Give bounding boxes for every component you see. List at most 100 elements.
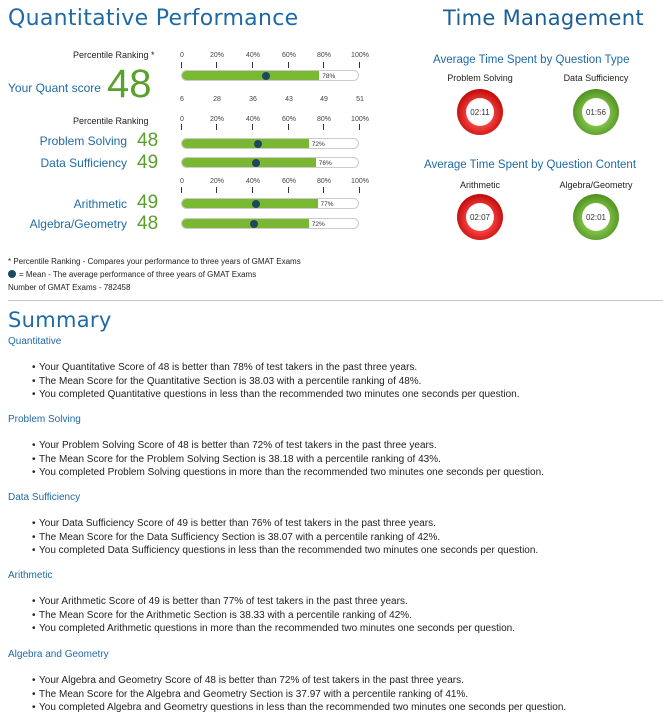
summary-bullet: Your Quantitative Score of 48 is better … bbox=[32, 361, 519, 375]
tick-mark bbox=[252, 124, 253, 130]
summary-problem-solving: Problem Solving Your Problem Solving Sco… bbox=[8, 414, 544, 480]
ps-label: Problem Solving bbox=[39, 134, 127, 148]
summary-bullet: Your Arithmetic Score of 49 is better th… bbox=[32, 595, 515, 609]
time-value: 02:07 bbox=[466, 203, 494, 231]
summary-bullet: You completed Problem Solving questions … bbox=[32, 466, 544, 480]
tick-label: 60% bbox=[281, 52, 296, 59]
tick-label: 0 bbox=[180, 116, 184, 123]
time-item-label: Algebra/Geometry bbox=[559, 180, 633, 190]
tick-mark bbox=[359, 62, 360, 68]
arithmetic-score: 49 bbox=[137, 192, 159, 213]
summary-algebra-geometry: Algebra and Geometry Your Algebra and Ge… bbox=[8, 649, 566, 715]
summary-bullet: The Mean Score for the Problem Solving S… bbox=[32, 453, 544, 467]
summary-title: Summary bbox=[8, 308, 112, 332]
score-tick-label: 49 bbox=[320, 96, 328, 103]
quant-score-value: 48 bbox=[107, 62, 152, 106]
summary-bullet: The Mean Score for the Quantitative Sect… bbox=[32, 375, 519, 389]
footnote-mean: = Mean - The average performance of thre… bbox=[19, 270, 257, 279]
score-tick-label: 36 bbox=[249, 96, 257, 103]
algebra-geometry-score: 48 bbox=[137, 213, 159, 234]
tick-label: 20% bbox=[209, 52, 224, 59]
ds-percentile-fill bbox=[182, 158, 316, 167]
tick-mark bbox=[216, 187, 217, 193]
summary-bullet: The Mean Score for the Arithmetic Sectio… bbox=[32, 609, 515, 623]
tick-label: 40% bbox=[245, 178, 260, 185]
arithmetic-percentile-fill bbox=[182, 199, 318, 208]
time-by-type-title: Average Time Spent by Question Type bbox=[433, 54, 630, 66]
time-gauge-problem-solving: 02:11 bbox=[457, 89, 503, 135]
ds-label: Data Sufficiency bbox=[40, 156, 128, 170]
arithmetic-percentile-text: 77% bbox=[320, 201, 334, 208]
tick-label: 80% bbox=[316, 52, 331, 59]
quant-score-label: Your Quant score bbox=[8, 81, 101, 95]
tick-label: 20% bbox=[209, 116, 224, 123]
tick-label: 100% bbox=[351, 52, 369, 59]
section-divider bbox=[8, 300, 663, 301]
tick-mark bbox=[359, 124, 360, 130]
summary-data-sufficiency: Data Sufficiency Your Data Sufficiency S… bbox=[8, 492, 538, 558]
ds-score: 49 bbox=[137, 152, 159, 173]
tick-mark bbox=[216, 124, 217, 130]
summary-bullet: The Mean Score for the Algebra and Geome… bbox=[32, 688, 566, 702]
time-item-label: Problem Solving bbox=[447, 73, 513, 83]
footnote-percentile: * Percentile Ranking - Compares your per… bbox=[8, 257, 301, 266]
summary-bullet: Your Data Sufficiency Score of 49 is bet… bbox=[32, 517, 538, 531]
time-value: 01:56 bbox=[582, 98, 610, 126]
tick-mark bbox=[181, 124, 182, 130]
quant-performance-title: Quantitative Performance bbox=[8, 6, 299, 31]
tick-mark bbox=[359, 187, 360, 193]
time-item-label: Data Sufficiency bbox=[563, 73, 629, 83]
tick-mark bbox=[252, 187, 253, 193]
summary-heading: Arithmetic bbox=[8, 570, 53, 581]
tick-label: 40% bbox=[245, 52, 260, 59]
summary-list: Your Problem Solving Score of 48 is bett… bbox=[32, 439, 544, 480]
score-tick-label: 6 bbox=[180, 96, 184, 103]
time-value: 02:11 bbox=[466, 98, 494, 126]
ps-percentile-text: 72% bbox=[311, 141, 325, 148]
summary-list: Your Data Sufficiency Score of 49 is bet… bbox=[32, 517, 538, 558]
percentile-ranking-label: Percentile Ranking bbox=[73, 116, 149, 126]
score-tick-label: 51 bbox=[356, 96, 364, 103]
ps-score: 48 bbox=[137, 130, 159, 151]
footnote-count: Number of GMAT Exams - 782458 bbox=[8, 283, 131, 292]
mean-dot-icon bbox=[8, 270, 16, 278]
summary-bullet: You completed Arithmetic questions in mo… bbox=[32, 622, 515, 636]
tick-mark bbox=[288, 62, 289, 68]
ps-percentile-bar: 72% bbox=[181, 138, 359, 149]
ps-percentile-fill bbox=[182, 139, 309, 148]
tick-label: 20% bbox=[209, 178, 224, 185]
summary-quantitative: Quantitative Your Quantitative Score of … bbox=[8, 336, 519, 402]
tick-label: 100% bbox=[351, 178, 369, 185]
summary-list: Your Arithmetic Score of 49 is better th… bbox=[32, 595, 515, 636]
time-item-label: Arithmetic bbox=[459, 180, 500, 190]
tick-mark bbox=[252, 62, 253, 68]
percentile-ranking-label: Percentile Ranking * bbox=[73, 50, 155, 60]
summary-bullet: You completed Algebra and Geometry quest… bbox=[32, 701, 566, 715]
tick-label: 0 bbox=[180, 178, 184, 185]
ds-percentile-bar: 76% bbox=[181, 157, 359, 168]
quant-percentile-bar: 78% bbox=[181, 70, 359, 81]
quant-percentile-text: 78% bbox=[322, 73, 336, 80]
time-gauge-algebra-geometry: 02:01 bbox=[573, 194, 619, 240]
time-management-title: Time Management bbox=[443, 6, 644, 30]
tick-label: 0 bbox=[180, 52, 184, 59]
mean-marker bbox=[253, 140, 262, 148]
tick-mark bbox=[288, 187, 289, 193]
algebra-geometry-label: Algebra/Geometry bbox=[29, 217, 127, 231]
summary-arithmetic: Arithmetic Your Arithmetic Score of 49 i… bbox=[8, 570, 515, 636]
tick-mark bbox=[323, 187, 324, 193]
time-gauge-arithmetic: 02:07 bbox=[457, 194, 503, 240]
summary-bullet: The Mean Score for the Data Sufficiency … bbox=[32, 531, 538, 545]
tick-label: 40% bbox=[245, 116, 260, 123]
arithmetic-percentile-bar: 77% bbox=[181, 198, 359, 209]
mean-marker bbox=[251, 200, 260, 208]
ds-percentile-text: 76% bbox=[318, 160, 332, 167]
tick-label: 60% bbox=[281, 178, 296, 185]
time-gauge-data-sufficiency: 01:56 bbox=[573, 89, 619, 135]
time-value: 02:01 bbox=[582, 203, 610, 231]
summary-heading: Quantitative bbox=[8, 336, 62, 347]
algebra-geometry-percentile-text: 72% bbox=[311, 221, 325, 228]
time-by-content-title: Average Time Spent by Question Content bbox=[424, 159, 637, 171]
quant-percentile-fill bbox=[182, 71, 320, 80]
tick-mark bbox=[323, 62, 324, 68]
